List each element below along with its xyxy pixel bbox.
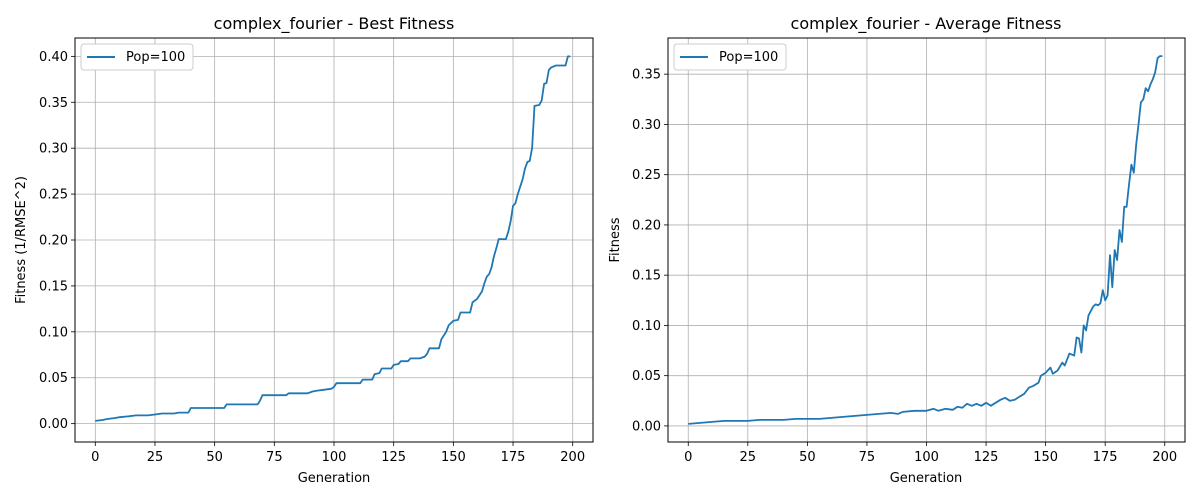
y-tick-label: 0.30 [632, 118, 661, 133]
chart-title: complex_fourier - Best Fitness [214, 14, 455, 34]
x-tick-label: 50 [206, 450, 223, 465]
x-tick-label: 75 [859, 450, 876, 465]
x-tick-label: 75 [266, 450, 283, 465]
legend-label: Pop=100 [719, 50, 778, 65]
y-tick-label: 0.10 [39, 325, 68, 340]
series-line [688, 55, 1163, 425]
legend: Pop=100 [80, 43, 194, 71]
legend-box [80, 43, 194, 71]
y-axis-label: Fitness (1/RMSE^2) [14, 176, 29, 304]
x-tick-label: 175 [1093, 450, 1118, 465]
legend: Pop=100 [673, 43, 787, 71]
y-tick-label: 0.05 [39, 371, 68, 386]
x-tick-label: 200 [1152, 450, 1177, 465]
x-tick-label: 25 [740, 450, 757, 465]
x-tick-label: 200 [560, 450, 585, 465]
y-tick-label: 0.35 [39, 96, 68, 111]
legend-label: Pop=100 [126, 50, 185, 65]
y-tick-label: 0.20 [39, 234, 68, 249]
y-tick-label: 0.25 [632, 168, 661, 183]
x-tick-label: 0 [91, 450, 99, 465]
y-tick-label: 0.00 [39, 417, 68, 432]
legend-box [673, 43, 787, 71]
x-tick-label: 50 [799, 450, 816, 465]
x-tick-label: 150 [1033, 450, 1058, 465]
y-tick-label: 0.20 [632, 218, 661, 233]
x-tick-label: 100 [914, 450, 939, 465]
x-tick-label: 100 [322, 450, 347, 465]
y-tick-label: 0.05 [632, 369, 661, 384]
x-axis-label: Generation [298, 471, 371, 486]
chart-title: complex_fourier - Average Fitness [791, 14, 1062, 34]
x-axis-label: Generation [890, 471, 963, 486]
y-tick-label: 0.00 [632, 419, 661, 434]
x-tick-label: 125 [381, 450, 406, 465]
y-tick-label: 0.35 [632, 68, 661, 83]
x-tick-label: 150 [441, 450, 466, 465]
x-tick-label: 125 [974, 450, 999, 465]
y-tick-label: 0.25 [39, 188, 68, 203]
x-tick-label: 0 [684, 450, 692, 465]
y-tick-label: 0.15 [632, 269, 661, 284]
y-tick-label: 0.15 [39, 279, 68, 294]
y-axis-label: Fitness [608, 217, 623, 262]
y-tick-label: 0.30 [39, 142, 68, 157]
chart-average-fitness: complex_fourier - Average Fitness 0 25 50 7… [608, 14, 1186, 486]
x-tick-label: 25 [147, 450, 164, 465]
x-tick-label: 175 [501, 450, 526, 465]
y-tick-label: 0.40 [39, 50, 68, 65]
y-tick-label: 0.10 [632, 319, 661, 334]
series-line [95, 55, 571, 422]
chart-best-fitness: complex_fourier - Best Fitness 0 25 50 75 10… [14, 14, 594, 486]
